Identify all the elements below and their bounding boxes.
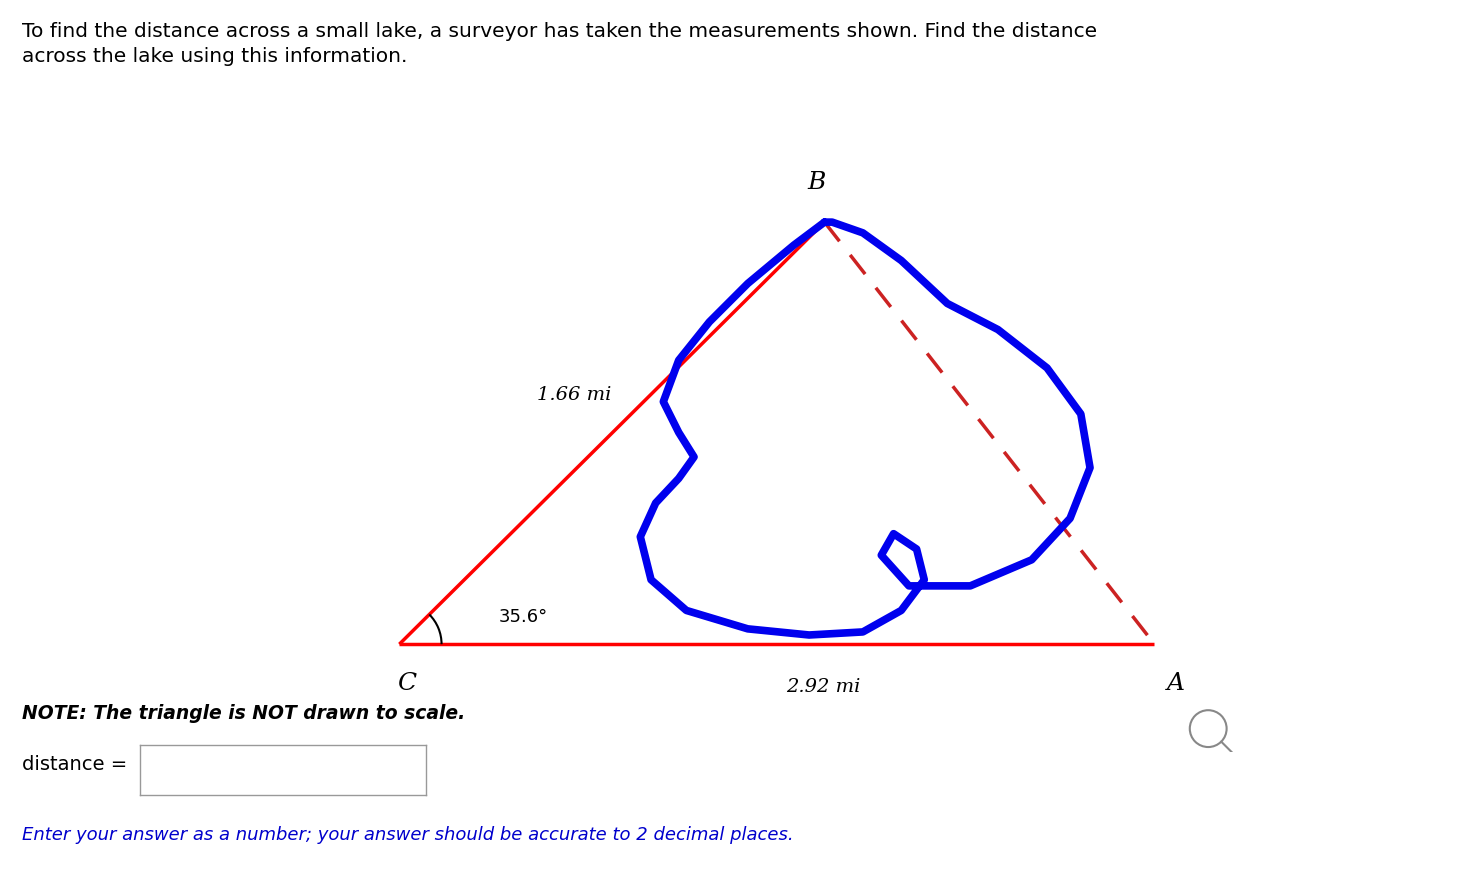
Text: B: B xyxy=(807,171,826,195)
Text: NOTE: The triangle is NOT drawn to scale.: NOTE: The triangle is NOT drawn to scale… xyxy=(22,704,466,723)
Text: distance =: distance = xyxy=(22,755,128,774)
Text: Enter your answer as a number; your answer should be accurate to 2 decimal place: Enter your answer as a number; your answ… xyxy=(22,826,794,844)
Text: A: A xyxy=(1167,672,1185,695)
Text: C: C xyxy=(397,672,416,695)
Text: 2.92 mi: 2.92 mi xyxy=(786,678,860,696)
Text: 35.6°: 35.6° xyxy=(500,607,548,626)
Text: To find the distance across a small lake, a surveyor has taken the measurements : To find the distance across a small lake… xyxy=(22,22,1097,66)
Text: 1.66 mi: 1.66 mi xyxy=(537,386,612,404)
